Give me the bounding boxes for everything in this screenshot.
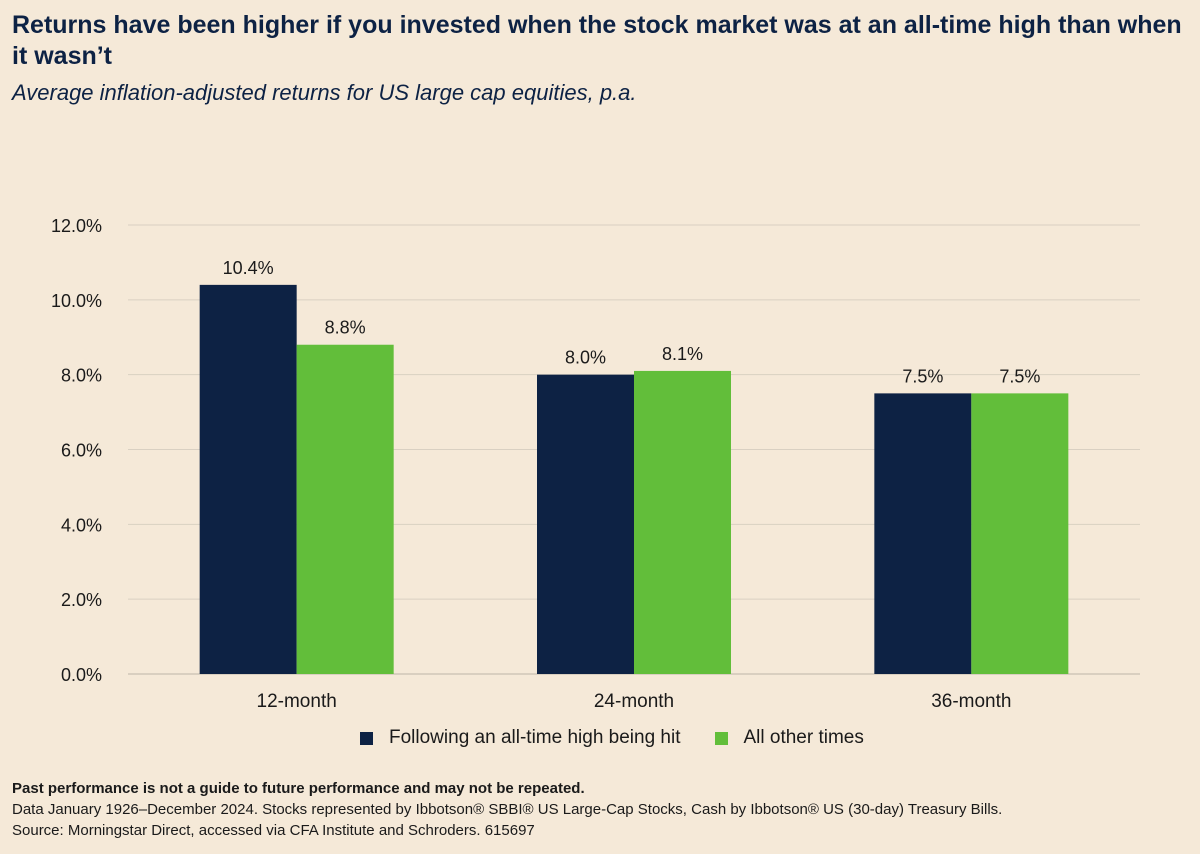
legend: Following an all-time high being hit All… (360, 727, 898, 749)
y-tick-label: 0.0% (61, 665, 102, 685)
x-tick-label: 12-month (257, 691, 337, 712)
footer: Past performance is not a guide to futur… (12, 778, 1002, 841)
data-label: 7.5% (999, 366, 1040, 386)
y-tick-label: 12.0% (51, 216, 102, 236)
legend-label-other: All other times (743, 727, 864, 748)
data-label: 8.8% (325, 318, 366, 338)
bar-24-month-ath (537, 374, 634, 674)
y-tick-label: 2.0% (61, 590, 102, 610)
y-tick-label: 10.0% (51, 291, 102, 311)
legend-label-ath: Following an all-time high being hit (389, 727, 681, 748)
data-label: 7.5% (902, 366, 943, 386)
data-label: 10.4% (223, 258, 274, 278)
x-tick-label: 36-month (931, 691, 1011, 712)
bar-36-month-other (971, 393, 1069, 674)
y-tick-label: 8.0% (61, 366, 102, 386)
bar-24-month-other (634, 370, 731, 674)
source-note: Source: Morningstar Direct, accessed via… (12, 822, 535, 839)
legend-swatch-ath (360, 731, 373, 745)
legend-item-ath: Following an all-time high being hit (360, 727, 681, 749)
bar-12-month-ath (199, 284, 297, 674)
x-tick-label: 24-month (594, 691, 674, 712)
bar-chart: 0.0% 2.0% 4.0% 6.0% 8.0% 10.0% 12.0% 10.4% 8.8% 1… (51, 216, 1140, 712)
data-label: 8.1% (662, 344, 703, 364)
y-tick-label: 6.0% (61, 441, 102, 461)
chart-title: Returns have been higher if you invested… (12, 11, 1182, 70)
legend-swatch-other (714, 731, 728, 745)
disclaimer: Past performance is not a guide to futur… (12, 780, 585, 797)
y-tick-label: 4.0% (61, 515, 102, 535)
bar-12-month-other (296, 344, 394, 674)
bar-36-month-ath (874, 393, 972, 674)
data-note: Data January 1926–December 2024. Stocks … (12, 801, 1003, 818)
legend-item-other: All other times (714, 727, 864, 749)
chart-subtitle: Average inflation-adjusted returns for U… (12, 80, 637, 105)
data-label: 8.0% (565, 348, 606, 368)
